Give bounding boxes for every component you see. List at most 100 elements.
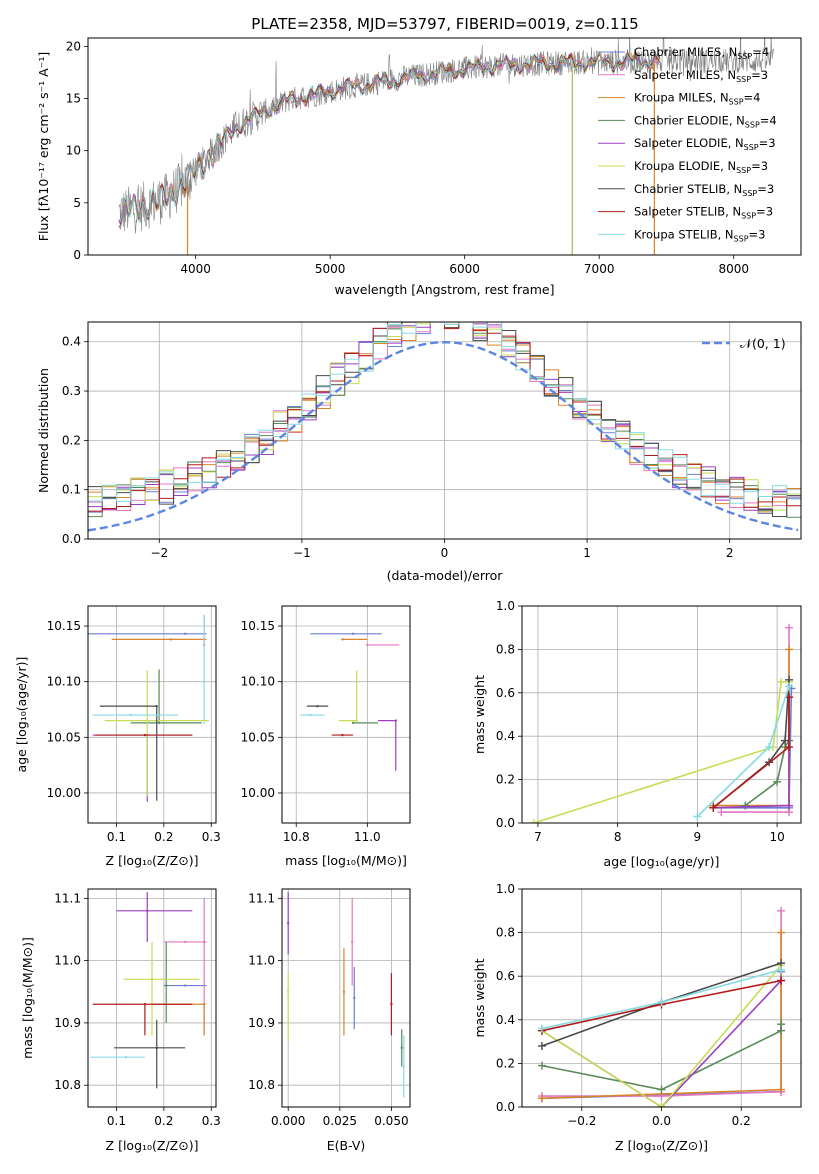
y-tick-label: 0.8 xyxy=(496,926,515,940)
mass-weight-marker xyxy=(785,682,794,691)
normal-legend-label: 𝒩(0, 1) xyxy=(740,336,786,351)
data-point xyxy=(169,638,173,641)
x-tick-label: −2 xyxy=(150,546,168,560)
model-spectrum-line xyxy=(118,53,660,222)
mass-vs-EBV-panel: 0.000 0.025 0.050 10.8 10.9 11.0 11.1 E(B-V) xyxy=(248,888,411,1153)
y-tick-label: 0.4 xyxy=(62,335,81,349)
mass-weight-marker xyxy=(657,1085,666,1094)
mass-weight-marker xyxy=(777,1020,786,1029)
x-tick-label: 0 xyxy=(441,546,449,560)
x-tick-label: 9 xyxy=(694,830,702,844)
y-tick-label: 11.0 xyxy=(248,954,275,968)
y-axis-label: Normed distribution xyxy=(36,368,51,493)
model-spectrum-line xyxy=(118,52,661,225)
mass-weight-marker xyxy=(777,1085,786,1094)
x-tick-label: 10.8 xyxy=(283,830,310,844)
model-spectrum-line xyxy=(118,51,661,224)
spectrum-legend: Chabrier MILES, NSSP=4 Salpeter MILES, NS… xyxy=(598,45,777,243)
mass-weight-line xyxy=(744,740,790,807)
residuals-plot-area xyxy=(88,322,801,539)
data-point xyxy=(150,978,154,981)
x-tick-label: 0.1 xyxy=(107,830,126,844)
x-tick-label: 0.3 xyxy=(202,1114,221,1128)
y-tick-label: 10.9 xyxy=(248,1016,275,1030)
mass-weight-marker xyxy=(777,906,786,915)
x-tick-label: 8000 xyxy=(718,262,749,276)
data-point xyxy=(129,713,132,717)
y-tick-label: 10.00 xyxy=(47,786,81,800)
x-tick-label: 2 xyxy=(726,546,734,560)
y-tick-label: 0.0 xyxy=(496,816,515,830)
y-tick-label: 10 xyxy=(66,144,81,158)
legend-entry: Salpeter STELIB, NSSP=3 xyxy=(634,205,773,221)
weight-vs-Z-plot-area xyxy=(537,906,786,1107)
mass-weight-marker xyxy=(781,736,790,745)
data-point xyxy=(350,940,354,944)
data-point xyxy=(202,1003,206,1006)
x-tick-label: 11.0 xyxy=(354,830,381,844)
data-point xyxy=(355,719,358,722)
mass-weight-marker xyxy=(785,645,794,654)
y-tick-label: 10.8 xyxy=(54,1078,81,1092)
axes-frame xyxy=(281,605,411,824)
data-point xyxy=(402,1065,406,1068)
axes-frame xyxy=(87,888,217,1108)
y-tick-label: 10.10 xyxy=(47,675,81,689)
y-tick-label: 5 xyxy=(73,196,81,210)
y-axis-label: mass weight xyxy=(472,958,487,1037)
weight-vs-Z-panel: −0.2 0.0 0.2 0.0 0.2 0.4 0.6 0.8 1.0 Z [log₁₀(Z/Z… xyxy=(472,882,802,1153)
legend-entry: Chabrier MILES, NSSP=4 xyxy=(634,45,769,61)
mass-weight-marker xyxy=(709,803,718,812)
y-tick-label: 0.6 xyxy=(496,686,515,700)
y-tick-label: 10.05 xyxy=(241,730,275,744)
x-axis-label: age [log₁₀(age/yr)] xyxy=(604,854,720,869)
data-point xyxy=(316,704,319,708)
y-tick-label: 0.6 xyxy=(496,969,515,983)
legend-entry: Chabrier ELODIE, NSSP=4 xyxy=(634,113,777,129)
axes-frame xyxy=(87,37,802,256)
x-tick-label: −0.2 xyxy=(567,1114,596,1128)
data-point xyxy=(146,909,149,912)
mass-weight-marker xyxy=(657,998,666,1007)
x-tick-label: 0.2 xyxy=(154,830,173,844)
data-point xyxy=(202,680,206,683)
residual-histogram-step xyxy=(88,322,801,539)
mass-weight-marker xyxy=(785,693,794,702)
data-point xyxy=(366,643,369,647)
x-tick-label: 0.2 xyxy=(732,1114,751,1128)
y-tick-label: 10.15 xyxy=(47,619,81,633)
y-tick-label: 0.4 xyxy=(496,729,515,743)
y-tick-label: 20 xyxy=(66,39,81,53)
mass-vs-Z-panel: 0.1 0.2 0.3 10.8 10.9 11.0 11.1 Z [log₁₀(Z/Z⊙)]… xyxy=(20,888,221,1153)
data-point xyxy=(124,1055,128,1059)
mass-weight-line xyxy=(541,964,782,1107)
normal-curve-line xyxy=(88,340,799,532)
model-spectrum-line xyxy=(118,50,661,229)
data-point xyxy=(394,719,397,722)
mass-weight-marker xyxy=(537,1024,546,1033)
legend-entry: Kroupa ELODIE, NSSP=3 xyxy=(634,159,768,175)
y-tick-label: 10.15 xyxy=(241,619,275,633)
age-vs-Z-plot-area xyxy=(88,614,209,802)
y-tick-label: 10.05 xyxy=(47,730,81,744)
y-tick-label: 0 xyxy=(73,248,81,262)
data-point xyxy=(143,1003,147,1006)
y-tick-label: 0.0 xyxy=(496,1100,515,1114)
x-axis-label: mass [log₁₀(M/M⊙)] xyxy=(285,853,407,868)
spectrum-panel: 4000 5000 6000 7000 8000 0 5 10 15 20 wavelength [… xyxy=(36,37,802,297)
mass-weight-marker xyxy=(785,743,794,752)
x-tick-label: 8 xyxy=(614,830,622,844)
mass-weight-marker xyxy=(765,743,774,752)
x-tick-label: 0.3 xyxy=(202,830,221,844)
age-vs-Z-panel: 0.1 0.2 0.3 10.00 10.05 10.10 10.15 Z [log₁₀(Z/… xyxy=(14,605,221,868)
legend-entry: Kroupa STELIB, NSSP=3 xyxy=(634,227,765,243)
model-spectrum-line xyxy=(118,50,661,225)
model-spectrum-line xyxy=(118,51,660,230)
y-tick-label: 0.2 xyxy=(496,773,515,787)
y-tick-label: 10.10 xyxy=(241,675,275,689)
y-tick-label: 10.9 xyxy=(54,1016,81,1030)
data-point xyxy=(183,632,187,636)
x-tick-label: 0.000 xyxy=(271,1114,305,1128)
y-tick-label: 1.0 xyxy=(496,599,515,613)
spectrum-title: PLATE=2358, MJD=53797, FIBERID=0019, z=0… xyxy=(251,15,638,33)
